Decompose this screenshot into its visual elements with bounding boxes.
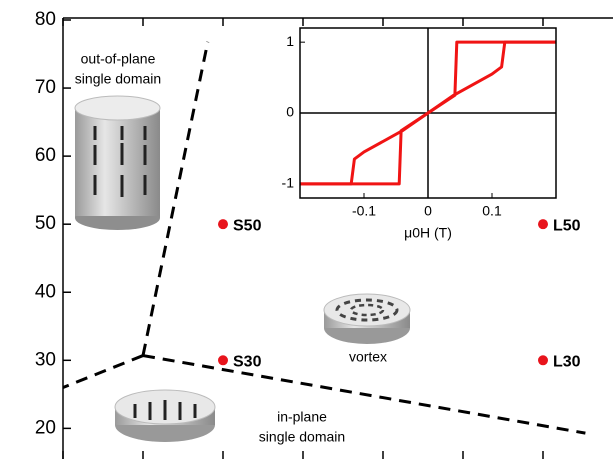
x-tick-label: -0.1 [352, 203, 376, 219]
inplane-icon [115, 390, 215, 442]
y-tick-label: 80 [35, 9, 56, 30]
region-label: vortex [349, 349, 387, 365]
y-tick-label: 40 [35, 281, 56, 302]
y-tick-label: 50 [35, 213, 56, 234]
y-tick-label: 70 [35, 77, 56, 98]
point-label: L30 [553, 354, 581, 371]
x-axis-label: μ0H (T) [404, 225, 452, 241]
data-point [218, 355, 228, 365]
point-label: S50 [233, 217, 262, 234]
x-tick-label: 0.1 [482, 203, 502, 219]
vortex-icon [324, 294, 410, 344]
phase-boundary [63, 356, 143, 388]
region-label: single domain [259, 429, 345, 445]
x-tick-label: 0 [424, 203, 432, 219]
region-label: in-plane [277, 409, 327, 425]
y-tick-label: 20 [35, 417, 56, 438]
y-tick-label: 1 [286, 33, 294, 49]
y-tick-label: 60 [35, 145, 56, 166]
region-label: single domain [75, 71, 161, 87]
data-point [538, 219, 548, 229]
point-label: S30 [233, 354, 262, 371]
region-label: out-of-plane [81, 51, 156, 67]
point-label: L50 [553, 217, 581, 234]
data-point [538, 355, 548, 365]
y-tick-label: 30 [35, 349, 56, 370]
y-tick-label: 0 [286, 104, 294, 120]
figure: 20 30 40 50 60 70 80 S50 S30 L50 L30 out-of-plane si… [0, 0, 613, 459]
cylinder-icon [75, 96, 160, 230]
y-tick-label: -1 [282, 175, 295, 191]
data-point [218, 219, 228, 229]
